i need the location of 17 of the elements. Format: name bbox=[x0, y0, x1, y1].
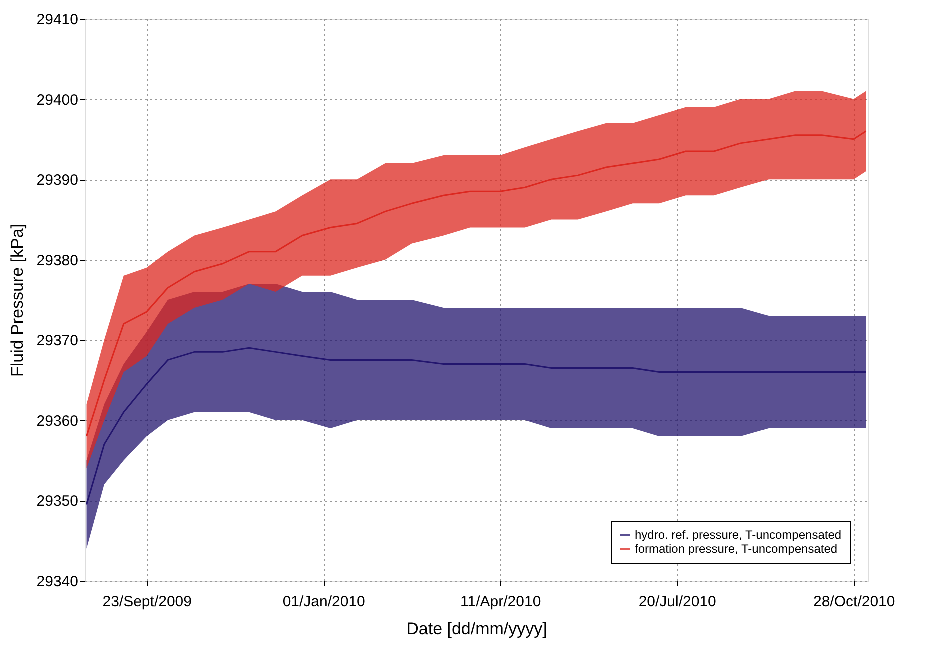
y-tick-label: 29390 bbox=[36, 172, 78, 190]
y-tick-label: 29410 bbox=[36, 12, 78, 28]
y-tick-label: 29340 bbox=[36, 574, 78, 590]
x-tick-label: 20/Jul/2010 bbox=[638, 594, 716, 610]
y-tick-label: 29380 bbox=[36, 252, 78, 270]
x-tick-label: 23/Sept/2009 bbox=[102, 594, 192, 610]
y-tick-label: 29400 bbox=[36, 92, 78, 109]
legend-label: formation pressure, T-uncompensated bbox=[635, 542, 838, 556]
x-tick-label: 11/Apr/2010 bbox=[460, 594, 542, 610]
x-tick-label: 28/Oct/2010 bbox=[813, 594, 896, 610]
x-tick-label: 01/Jan/2010 bbox=[282, 594, 366, 610]
y-tick-label: 29350 bbox=[36, 493, 78, 510]
y-tick-label: 29360 bbox=[36, 412, 78, 430]
y-tick-label: 29370 bbox=[36, 332, 78, 350]
x-axis-title: Date [dd/mm/yyyy] bbox=[406, 620, 548, 638]
y-axis-title: Fluid Pressure [kPa] bbox=[8, 224, 27, 378]
legend-label: hydro. ref. pressure, T-uncompensated bbox=[635, 528, 842, 542]
